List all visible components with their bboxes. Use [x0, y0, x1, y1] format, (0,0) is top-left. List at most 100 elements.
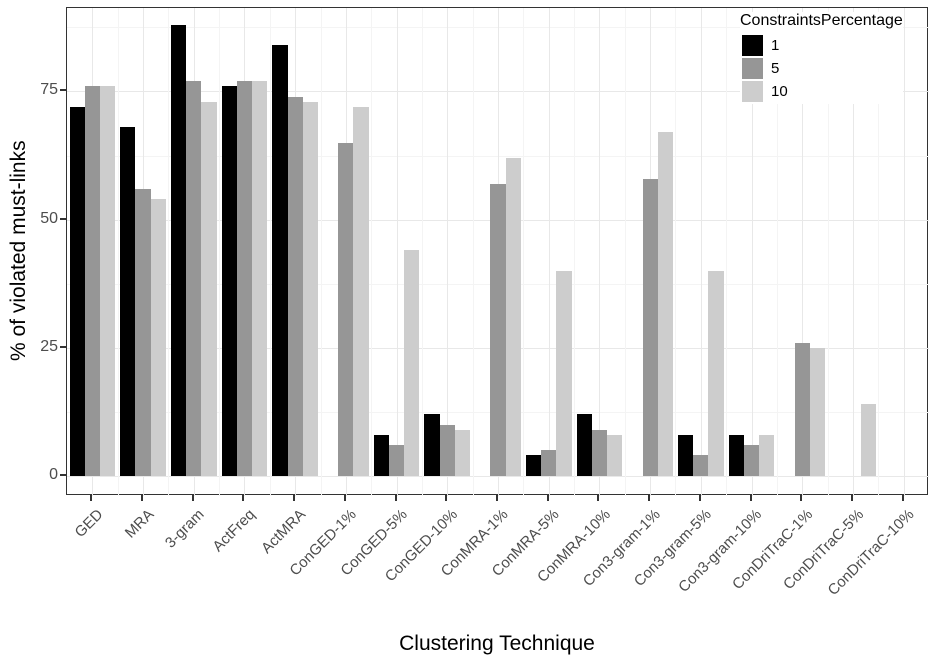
x-tick-label-text: GED [71, 506, 107, 542]
bar-ConGED-10%-10 [454, 429, 471, 476]
x-tick-mark [445, 495, 448, 501]
gridline-major-v [903, 8, 905, 496]
bar-ActFreq-5 [236, 81, 253, 476]
x-tick-mark [394, 495, 397, 501]
gridline-major-v [700, 8, 702, 496]
bar-ConDriTraC-1%-5 [794, 342, 810, 476]
bar-ConMRA-1%-5 [490, 183, 506, 476]
x-tick-mark [343, 495, 346, 501]
bar-Con3-gram-10%-1 [728, 434, 744, 476]
gridline-minor-v [219, 8, 221, 496]
bar-ConGED-5%-5 [388, 445, 405, 476]
bar-GED-1 [69, 106, 85, 476]
x-tick-label-text: MRA [121, 506, 158, 542]
bar-ConGED-5%-1 [373, 434, 389, 476]
x-tick-mark [546, 495, 549, 501]
legend-label: 1 [771, 37, 780, 54]
y-tick-label: 25 [40, 337, 58, 355]
gridline-minor-v [776, 8, 778, 496]
bar-ConMRA-10%-5 [591, 429, 607, 476]
bar-ConMRA-10%-1 [576, 414, 592, 476]
x-tick-mark [800, 495, 803, 501]
gridline-major-v [802, 8, 804, 496]
x-tick-mark [698, 495, 701, 501]
gridline-minor-v [624, 8, 626, 496]
bar-ActFreq-1 [221, 86, 237, 476]
x-tick-mark [901, 495, 904, 501]
y-tick-label: 0 [49, 466, 58, 483]
gridline-minor-v [269, 8, 271, 496]
gridline-minor-v [117, 8, 119, 496]
gridline-major-v [852, 8, 854, 496]
bar-ConMRA-5%-5 [541, 450, 557, 476]
bar-ConDriTraC-1%-10 [809, 347, 826, 476]
gridline-minor-v [371, 8, 373, 496]
gridline-minor-v [878, 8, 880, 496]
bar-Con3-gram-10%-10 [759, 434, 775, 476]
gridline-major-v [751, 8, 753, 496]
bar-ActMRA-1 [272, 45, 288, 476]
bar-GED-10 [99, 86, 116, 476]
bar-ConMRA-5%-10 [556, 270, 572, 476]
x-tick-mark [597, 495, 600, 501]
bar-Con3-gram-1%-5 [642, 178, 658, 476]
bar-ConGED-1%-5 [338, 142, 354, 476]
x-tick-mark [242, 495, 245, 501]
x-tick-mark [90, 495, 93, 501]
legend-items: 1 5 10 [740, 35, 903, 102]
legend-label: 5 [771, 60, 780, 77]
bar-ConGED-5%-10 [404, 250, 420, 476]
legend-item: 10 [740, 81, 903, 102]
gridline-minor-v [726, 8, 728, 496]
y-axis-title: % of violated must-links [7, 140, 30, 362]
gridline-minor-v [523, 8, 525, 496]
x-tick-mark [293, 495, 296, 501]
x-tick-mark [496, 495, 498, 501]
bar-Con3-gram-5%-5 [693, 455, 709, 476]
bar-Con3-gram-5%-10 [708, 270, 724, 476]
bar-3-gram-5 [186, 81, 202, 476]
x-tick-label-text: ActFreq [209, 506, 259, 556]
gridline-major-v [599, 8, 601, 496]
bar-Con3-gram-10%-5 [743, 445, 760, 476]
bar-ConGED-10%-5 [439, 424, 455, 476]
y-tick-mark [60, 217, 66, 220]
x-tick-label-text: 3-gram [162, 506, 208, 552]
gridline-major-v [396, 8, 398, 496]
bar-ActMRA-5 [287, 96, 303, 476]
y-tick-label: 50 [40, 209, 58, 227]
bar-Con3-gram-1%-10 [657, 132, 673, 476]
bar-ConMRA-10%-10 [607, 434, 623, 476]
bar-MRA-10 [150, 199, 166, 476]
legend: ConstraintsPercentage 1 5 10 [740, 12, 903, 104]
y-tick-mark [60, 89, 66, 92]
legend-item: 1 [740, 35, 903, 56]
bar-ActFreq-10 [252, 81, 268, 476]
x-tick-mark [191, 495, 194, 501]
legend-swatch-1 [742, 35, 763, 56]
bar-ConMRA-1%-10 [505, 158, 521, 476]
gridline-minor-v [675, 8, 677, 496]
bar-ActMRA-10 [302, 101, 318, 476]
legend-label: 10 [771, 83, 788, 100]
bar-3-gram-1 [170, 24, 187, 476]
legend-title: ConstraintsPercentage [740, 12, 903, 29]
bar-GED-5 [84, 86, 100, 476]
x-tick-mark [141, 495, 144, 501]
gridline-minor-v [574, 8, 576, 496]
bar-3-gram-10 [201, 101, 217, 476]
gridline-minor-v [421, 8, 423, 496]
x-tick-mark [850, 495, 853, 501]
y-tick-label: 75 [40, 81, 58, 99]
x-tick-label-text: ConDriTraC-10% [824, 506, 918, 599]
bar-ConDriTraC-5%-10 [860, 404, 876, 476]
legend-item: 5 [740, 58, 903, 79]
y-tick-mark [60, 474, 66, 476]
gridline-minor-v [320, 8, 322, 496]
x-tick-label-text: ActMRA [258, 506, 310, 557]
gridline-minor-v [827, 8, 829, 496]
bar-ConMRA-5%-1 [525, 455, 542, 476]
legend-swatch-10 [742, 81, 763, 102]
gridline-major-v [447, 8, 449, 496]
